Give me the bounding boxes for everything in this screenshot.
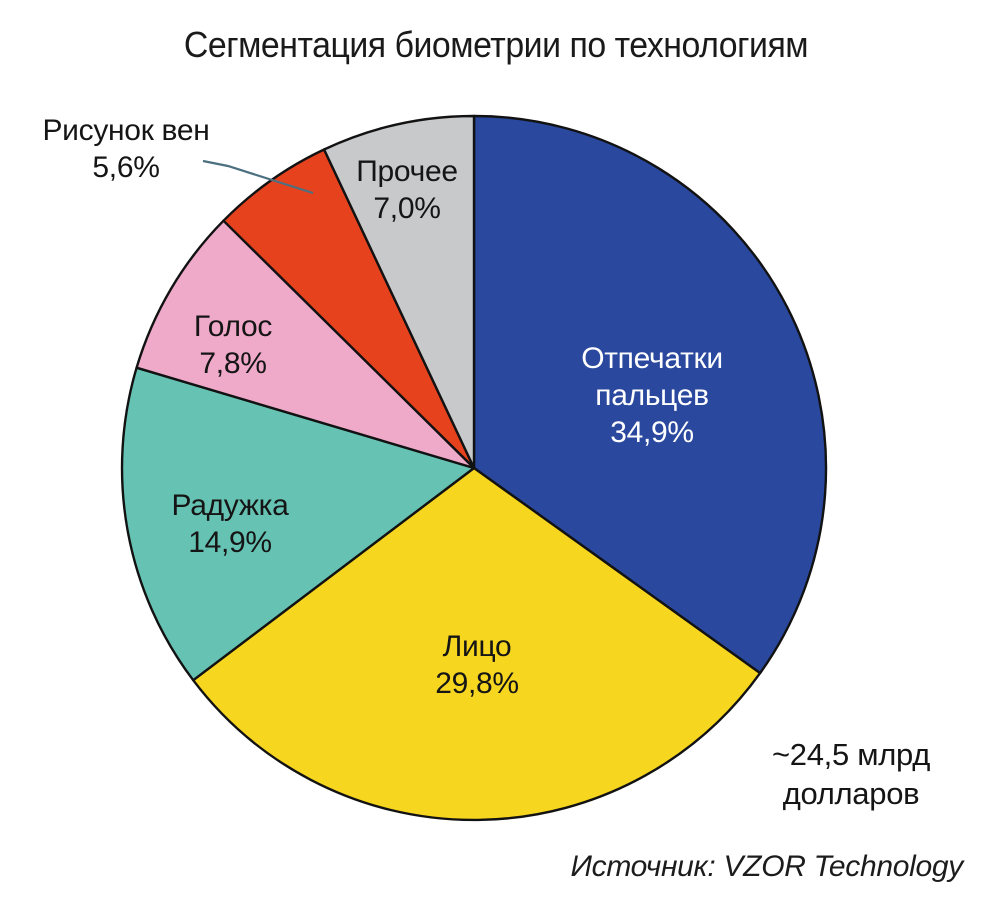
- slice-percent: 7,8%: [199, 347, 267, 380]
- slice-label-veins: Рисунок вен 5,6%: [16, 112, 236, 186]
- slice-name: Рисунок вен: [42, 114, 210, 147]
- leader-line-veins: [202, 159, 314, 195]
- slice-label-voice: Голос 7,8%: [123, 308, 343, 382]
- pie-slice-voice: [135, 219, 476, 470]
- pie-slice-face: [192, 466, 762, 822]
- slice-name: Прочее: [356, 155, 458, 188]
- source-credit: Источник: VZOR Technology: [570, 850, 963, 883]
- slice-name: Лицо: [442, 630, 512, 663]
- slice-name: Голос: [193, 310, 273, 343]
- pie-slice-fingerprints: [472, 114, 828, 675]
- slice-label-other: Прочее 7,0%: [297, 153, 517, 227]
- pie-slices-group: [120, 114, 828, 822]
- market-size-annotation: ~24,5 млрд долларов: [771, 737, 931, 811]
- slice-label-face: Лицо 29,8%: [367, 628, 587, 702]
- slice-name: Радужка: [171, 489, 289, 522]
- slice-label-iris: Радужка 14,9%: [120, 487, 340, 561]
- pie-slice-iris: [120, 366, 476, 682]
- pie-slice-other: [322, 114, 476, 470]
- slice-name: Отпечатки пальцев: [581, 342, 723, 412]
- slice-percent: 34,9%: [610, 416, 694, 449]
- slice-percent: 5,6%: [92, 151, 160, 184]
- slice-percent: 14,9%: [188, 526, 272, 559]
- slice-label-fingerprints: Отпечатки пальцев 34,9%: [542, 340, 762, 451]
- slice-percent: 7,0%: [373, 192, 441, 225]
- slice-percent: 29,8%: [435, 667, 519, 700]
- chart-title: Сегментация биометрии по технологиям: [183, 24, 809, 65]
